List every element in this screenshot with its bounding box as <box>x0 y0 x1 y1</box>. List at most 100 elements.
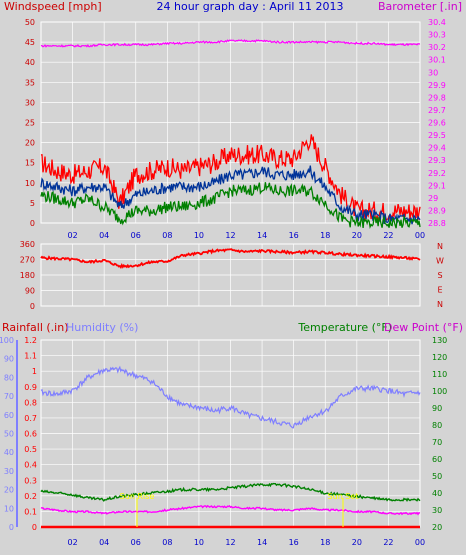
rainfall-tick-label: 0.9 <box>24 383 37 392</box>
rainfall-tick-label: 0.8 <box>24 398 37 407</box>
humidity-tick-label: 100 <box>0 336 14 345</box>
compass-label-E: E <box>437 286 442 295</box>
x-tick-label-top: 22 <box>383 231 393 240</box>
series-line-direction <box>40 248 421 270</box>
humidity-axis-title: Humidity (%) <box>66 321 138 334</box>
windspeed-tick-label: 30 <box>25 98 35 107</box>
x-tick-label-bottom: 16 <box>289 538 299 547</box>
barometer-tick-label: 29 <box>428 194 438 203</box>
series-line-humidity <box>40 365 421 429</box>
x-tick-label-top: 16 <box>289 231 299 240</box>
temperature-tick-label: 50 <box>432 472 442 481</box>
x-tick-label-top: 06 <box>131 231 141 240</box>
humidity-tick-label: 20 <box>4 486 14 495</box>
series-line-barometer <box>40 39 421 48</box>
temperature-tick-label: 130 <box>432 336 447 345</box>
windspeed-tick-label: 40 <box>25 58 35 67</box>
temperature-tick-label: 90 <box>432 404 442 413</box>
direction-tick-label: 180 <box>20 271 35 280</box>
windspeed-tick-label: 10 <box>25 179 35 188</box>
rainfall-axis-title: Rainfall (.in) <box>2 321 69 334</box>
windspeed-axis-title: Windspeed [mph] <box>4 0 102 13</box>
x-tick-label-bottom: 12 <box>225 538 235 547</box>
x-tick-label-top: 02 <box>67 231 77 240</box>
x-tick-label-bottom: 18 <box>320 538 330 547</box>
rainfall-tick-label: 0.3 <box>24 476 37 485</box>
x-tick-label-top: 12 <box>225 231 235 240</box>
compass-label-N: N <box>437 300 443 309</box>
rainfall-tick-label: 0.2 <box>24 492 37 501</box>
sunset-label: Sun Set <box>328 492 359 501</box>
barometer-tick-label: 30.2 <box>428 43 446 52</box>
barometer-tick-label: 29.2 <box>428 169 446 178</box>
barometer-axis-title: Barometer [.in] <box>378 0 462 13</box>
temperature-tick-label: 110 <box>432 370 447 379</box>
x-tick-label-top: 04 <box>99 231 109 240</box>
barometer-tick-label: 29.3 <box>428 156 446 165</box>
series-line-average <box>40 165 421 225</box>
direction-tick-label: 270 <box>20 256 35 265</box>
chart-title: 24 hour graph day : April 11 2013 <box>157 0 344 13</box>
temperature-tick-label: 100 <box>432 387 447 396</box>
humidity-tick-label: 60 <box>4 411 14 420</box>
rainfall-tick-label: 0 <box>32 523 37 532</box>
series-line-temperature <box>40 482 421 503</box>
temperature-tick-label: 70 <box>432 438 442 447</box>
rainfall-tick-label: 1.1 <box>24 352 37 361</box>
x-tick-label-top: 18 <box>320 231 330 240</box>
windspeed-tick-label: 15 <box>25 159 35 168</box>
x-tick-label-top: 00 <box>415 231 425 240</box>
barometer-tick-label: 30.3 <box>428 31 446 40</box>
windspeed-tick-label: 35 <box>25 78 35 87</box>
barometer-tick-label: 28.8 <box>428 219 446 228</box>
series-line-gust <box>40 134 421 222</box>
rainfall-tick-label: 0.5 <box>24 445 37 454</box>
x-tick-label-bottom: 20 <box>352 538 362 547</box>
rainfall-tick-label: 1 <box>32 367 37 376</box>
humidity-tick-label: 40 <box>4 448 14 457</box>
series-line-minimum <box>40 182 421 230</box>
x-tick-label-top: 10 <box>194 231 204 240</box>
direction-tick-label: 360 <box>20 240 35 249</box>
windspeed-tick-label: 0 <box>30 219 35 228</box>
direction-tick-label: 0 <box>30 302 35 311</box>
humidity-tick-label: 0 <box>9 523 14 532</box>
barometer-tick-label: 29.4 <box>428 144 446 153</box>
x-tick-label-bottom: 06 <box>131 538 141 547</box>
x-tick-label-bottom: 02 <box>67 538 77 547</box>
humidity-tick-label: 10 <box>4 504 14 513</box>
humidity-tick-label: 70 <box>4 392 14 401</box>
dewpoint-axis-title: Dew Point (°F) <box>384 321 463 334</box>
barometer-tick-label: 30 <box>428 68 438 77</box>
x-tick-label-top: 20 <box>352 231 362 240</box>
rainfall-tick-label: 0.1 <box>24 507 37 516</box>
x-tick-label-bottom: 22 <box>383 538 393 547</box>
barometer-tick-label: 29.8 <box>428 93 446 102</box>
temperature-tick-label: 40 <box>432 489 442 498</box>
temperature-tick-label: 30 <box>432 506 442 515</box>
x-tick-label-bottom: 08 <box>162 538 172 547</box>
x-tick-label-bottom: 14 <box>257 538 267 547</box>
windspeed-tick-label: 25 <box>25 119 35 128</box>
windspeed-tick-label: 50 <box>25 18 35 27</box>
x-tick-label-bottom: 00 <box>415 538 425 547</box>
compass-label-W: W <box>436 257 444 266</box>
barometer-tick-label: 29.7 <box>428 106 446 115</box>
compass-label-N: N <box>437 242 443 251</box>
barometer-tick-label: 28.9 <box>428 206 446 215</box>
barometer-tick-label: 30.1 <box>428 56 446 65</box>
x-tick-label-bottom: 10 <box>194 538 204 547</box>
humidity-tick-label: 30 <box>4 467 14 476</box>
x-tick-label-bottom: 04 <box>99 538 109 547</box>
sunrise-label: Sun Rise <box>120 492 155 501</box>
x-tick-label-top: 08 <box>162 231 172 240</box>
barometer-tick-label: 29.5 <box>428 131 446 140</box>
x-tick-label-top: 14 <box>257 231 267 240</box>
temperature-tick-label: 20 <box>432 523 442 532</box>
barometer-tick-label: 29.1 <box>428 181 446 190</box>
humidity-tick-label: 90 <box>4 355 14 364</box>
windspeed-tick-label: 5 <box>30 199 35 208</box>
humidity-tick-label: 80 <box>4 373 14 382</box>
